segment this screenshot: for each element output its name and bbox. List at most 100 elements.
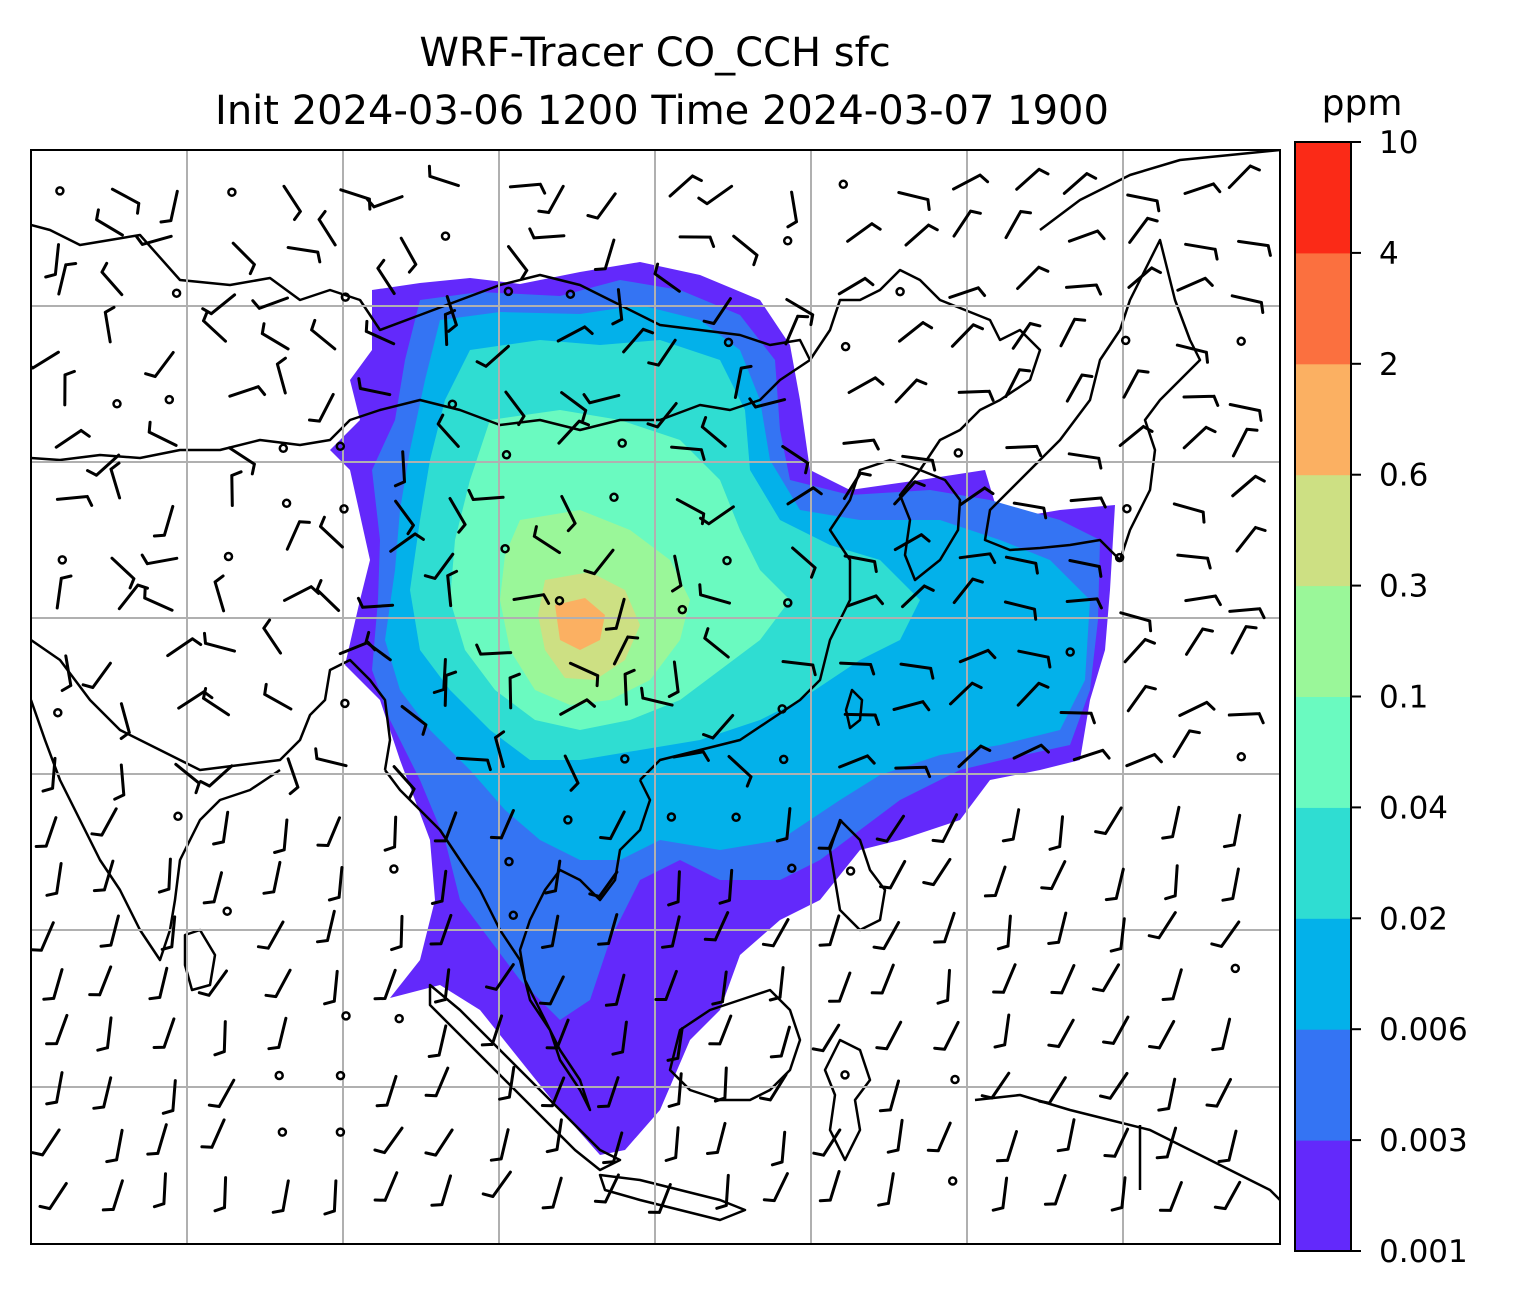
coastlines <box>31 150 1280 1222</box>
calm-wind-circle <box>222 906 232 916</box>
wind-barb <box>38 1182 68 1211</box>
wind-barb <box>678 235 716 248</box>
wind-barb <box>588 870 619 898</box>
wind-barb <box>282 184 302 221</box>
wind-barb <box>847 376 885 394</box>
wind-barb <box>791 546 817 579</box>
wind-barb <box>392 765 416 800</box>
wind-barb <box>702 297 732 325</box>
wind-barb <box>275 356 287 395</box>
wind-barb <box>812 1128 842 1157</box>
wind-barb <box>711 970 728 1006</box>
wind-barb <box>34 816 58 848</box>
wind-barb <box>1157 1077 1177 1112</box>
wind-barb <box>586 192 617 220</box>
wind-barb <box>952 209 982 238</box>
calm-wind-circle <box>722 555 732 566</box>
wind-barb <box>568 661 600 688</box>
wind-barb <box>212 810 230 846</box>
wind-barb <box>1176 553 1212 570</box>
colorbar-tick-label: 0.001 <box>1379 1234 1468 1270</box>
wind-barb <box>1067 229 1106 243</box>
colorbar-segment <box>1295 918 1351 1030</box>
wind-barb <box>95 208 124 237</box>
wind-barb <box>811 1023 841 1053</box>
wind-barb <box>443 670 458 707</box>
wind-barb <box>202 871 223 905</box>
wind-barb <box>264 968 292 999</box>
wind-barb <box>784 314 810 346</box>
wind-barb <box>100 261 124 297</box>
wind-barb <box>950 323 984 348</box>
calm-wind-circle <box>783 598 793 608</box>
wind-barb <box>667 660 680 698</box>
wind-barb <box>424 1128 454 1157</box>
wind-barb <box>983 865 1007 898</box>
wind-barb <box>583 548 615 576</box>
wind-barb <box>1091 963 1120 993</box>
colorbar-tick-label: 0.006 <box>1379 1012 1468 1048</box>
wind-barb <box>143 586 174 612</box>
wind-barb <box>489 809 515 840</box>
wind-barb <box>670 445 706 461</box>
wind-barb <box>560 391 588 422</box>
wind-barb <box>1012 501 1048 520</box>
wind-barb <box>901 454 937 472</box>
wind-barb <box>748 397 787 409</box>
calm-wind-circle <box>173 811 183 822</box>
wind-barb <box>399 236 418 274</box>
wind-barb <box>88 965 113 997</box>
wind-barb <box>103 305 116 344</box>
wind-barb <box>1040 860 1067 891</box>
map-panel <box>31 150 1280 1244</box>
wind-barb <box>389 532 425 553</box>
coastline-sumatra <box>428 983 622 1172</box>
calm-wind-circle <box>782 236 793 246</box>
wind-barb <box>980 1071 1011 1100</box>
wind-barb <box>842 471 872 500</box>
wind-barb <box>537 184 565 214</box>
wind-barb <box>213 574 226 613</box>
wind-barb <box>1175 343 1209 364</box>
colorbar-tick-label: 0.04 <box>1379 790 1448 826</box>
wind-barb <box>81 661 112 689</box>
wind-barb <box>593 238 616 271</box>
wind-barb <box>159 189 179 224</box>
wind-barb <box>448 497 467 534</box>
wind-barb <box>666 1027 684 1062</box>
wind-barb <box>316 816 341 847</box>
wind-barb <box>60 654 73 692</box>
wind-barb <box>622 327 655 354</box>
coastline-korea <box>898 468 962 582</box>
calm-wind-circle <box>1122 503 1132 514</box>
wind-barb <box>494 730 506 769</box>
coastline-sulawesi <box>823 1038 872 1162</box>
wind-barb <box>931 813 959 843</box>
coastline-central-asia <box>31 223 812 462</box>
wind-barb <box>897 191 931 211</box>
wind-barb <box>319 515 344 549</box>
wind-barb <box>446 569 459 608</box>
wind-barb <box>759 1072 788 1102</box>
calm-wind-circle <box>778 754 789 765</box>
wind-barb <box>92 1076 113 1110</box>
wind-barb <box>262 860 282 895</box>
colorbar-tick-label: 0.6 <box>1379 458 1428 494</box>
wind-barb <box>843 712 880 726</box>
colorbar-tick-label: 0.3 <box>1379 569 1428 605</box>
gridlines <box>31 150 1280 1244</box>
calm-wind-circle <box>340 292 351 302</box>
wind-barb <box>703 627 730 659</box>
wind-barb <box>508 672 521 710</box>
wind-barb <box>1164 864 1179 901</box>
wind-barb <box>1210 920 1241 948</box>
wind-barb <box>541 1176 563 1210</box>
wind-barb <box>1065 597 1103 610</box>
calm-wind-circle <box>838 179 849 190</box>
calm-wind-circle <box>666 812 677 822</box>
wind-barb <box>528 227 566 240</box>
wind-barb <box>991 1176 1009 1212</box>
wind-barb <box>540 1076 566 1108</box>
wind-barb <box>1012 743 1050 760</box>
wind-barb <box>713 1066 728 1103</box>
